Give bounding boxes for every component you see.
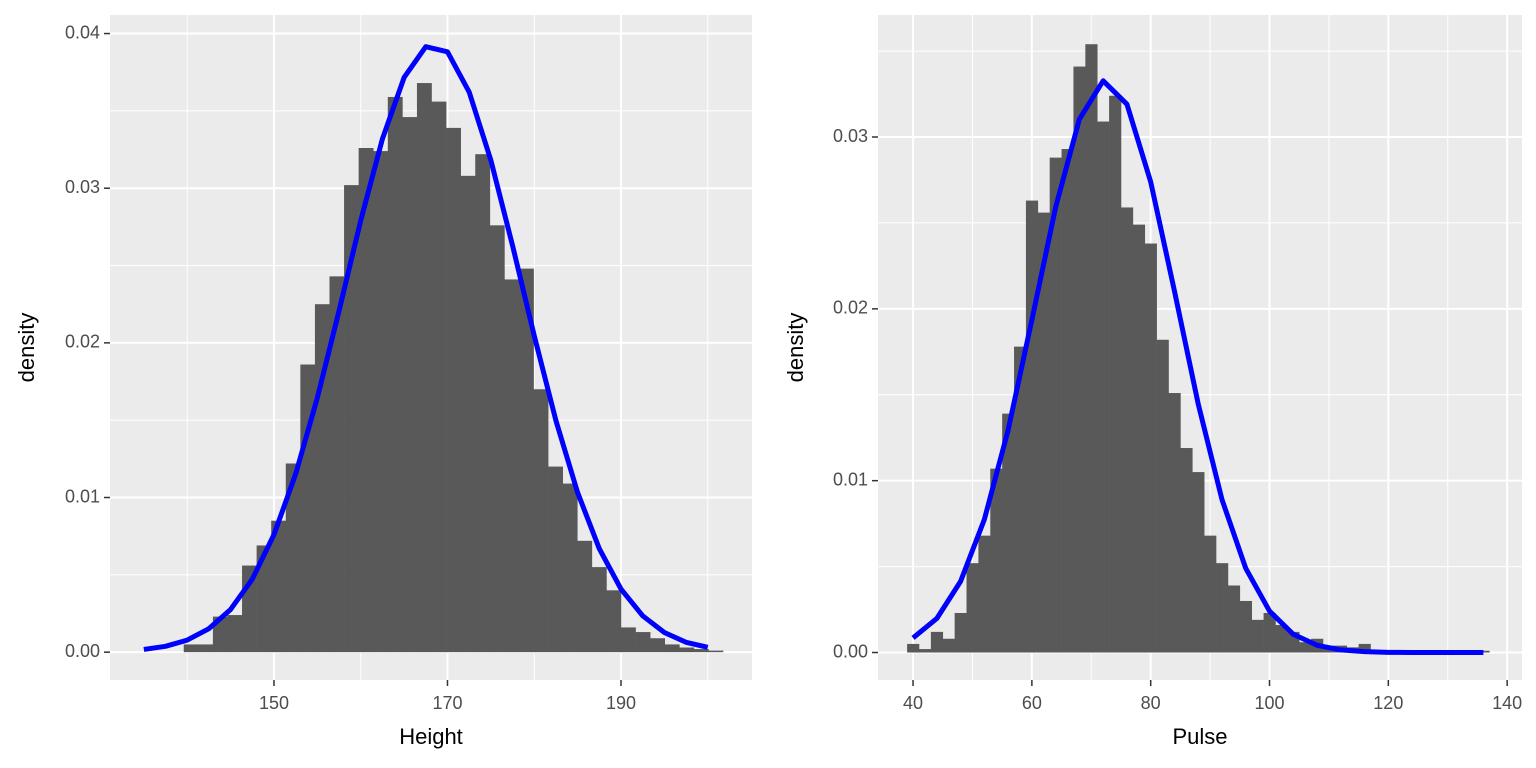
histogram-bar [344, 185, 359, 653]
histogram-bar [518, 268, 534, 653]
histogram-bar [1251, 619, 1264, 653]
histogram-bar [548, 466, 563, 653]
histogram-bar [1204, 535, 1217, 653]
density-curve [143, 44, 709, 652]
histogram-bar [635, 632, 651, 653]
x-axis-title: Height [399, 724, 463, 749]
x-tick-label: 150 [259, 693, 289, 713]
histogram-bar [1061, 149, 1074, 653]
x-axis-title: Pulse [1172, 724, 1227, 749]
histogram-bar [1299, 642, 1312, 653]
x-tick-label: 80 [1141, 693, 1161, 713]
x-tick-label: 100 [1254, 693, 1284, 713]
histogram-bar [606, 590, 622, 653]
histogram-bar [402, 117, 418, 653]
histogram-bar [1002, 413, 1015, 653]
histogram-bar [1180, 448, 1193, 653]
histogram-bar [907, 643, 920, 653]
histogram-bar [446, 127, 461, 653]
histogram-bar [591, 567, 607, 653]
x-tick-label: 190 [606, 693, 636, 713]
x-tick-label: 140 [1492, 693, 1522, 713]
histogram-bar [577, 540, 593, 653]
histogram-bar [1144, 243, 1157, 653]
histogram-bar [271, 520, 287, 653]
y-tick-label: 0.03 [833, 126, 868, 146]
density-curve [911, 78, 1484, 656]
histogram-bar [1097, 121, 1110, 653]
x-tick-label: 40 [903, 693, 923, 713]
histogram-bar [460, 175, 476, 653]
histogram-bar [679, 647, 695, 653]
histogram-bar [431, 101, 447, 653]
y-tick-label: 0.01 [65, 486, 100, 506]
y-axis-title: density [783, 313, 808, 383]
histogram-bar [966, 563, 979, 653]
histogram-bar [954, 612, 967, 653]
x-tick-label: 60 [1022, 693, 1042, 713]
histogram-bar [1156, 339, 1169, 653]
histogram-bar [504, 279, 520, 653]
histogram-bar [1085, 44, 1098, 653]
histogram-bar [285, 463, 301, 653]
histogram-bar [373, 151, 389, 653]
histogram-bar [387, 96, 403, 653]
y-tick-label: 0.04 [65, 22, 100, 42]
histogram-bar [1025, 200, 1039, 653]
y-tick-label: 0.02 [833, 298, 868, 318]
y-tick-label: 0.00 [833, 641, 868, 661]
histogram-bar [1073, 66, 1086, 653]
histogram-bar [978, 535, 991, 653]
histogram-bar [475, 154, 491, 653]
histogram-bar [620, 627, 636, 653]
histogram-bar [1358, 643, 1371, 653]
histogram-bar [1477, 650, 1490, 653]
histogram-bar [533, 389, 549, 653]
histogram-bar [256, 545, 272, 653]
histogram-bar [198, 644, 214, 653]
histogram-bar [1263, 612, 1276, 653]
histogram-bar [183, 644, 199, 653]
histogram-bar [1168, 393, 1181, 653]
y-tick-label: 0.00 [65, 641, 100, 661]
histogram-bar [664, 644, 680, 653]
y-axis-title: density [14, 313, 39, 383]
histogram-bar [1037, 212, 1050, 653]
histogram-bar [1216, 563, 1229, 653]
histogram-bar [693, 649, 709, 653]
histogram-bar [650, 638, 666, 653]
histogram-bar [930, 631, 944, 653]
histogram-bar [562, 483, 578, 653]
y-tick-label: 0.01 [833, 469, 868, 489]
histogram-bar [1192, 472, 1205, 653]
x-tick-label: 120 [1373, 693, 1403, 713]
histogram-bar [489, 225, 505, 653]
histogram-bar [1132, 224, 1146, 653]
histogram-bar [416, 83, 432, 653]
y-tick-label: 0.02 [65, 332, 100, 352]
histogram-bar [1049, 157, 1062, 653]
histogram-bar [918, 649, 932, 653]
histogram-bar [1120, 207, 1134, 653]
histogram-bar [1014, 346, 1027, 653]
histogram-bar [358, 148, 374, 653]
histogram-bar [1227, 585, 1241, 653]
histogram-bar [942, 638, 955, 653]
histogram-bar [1239, 600, 1252, 653]
histogram-bar [708, 650, 724, 653]
histogram-bar [1109, 95, 1122, 653]
histogram-bar [1275, 625, 1288, 653]
histogram-bar [329, 276, 345, 653]
histogram-bar [990, 468, 1003, 653]
x-tick-label: 170 [432, 693, 462, 713]
histogram-bar [227, 615, 243, 653]
y-tick-label: 0.03 [65, 177, 100, 197]
histogram-bar [212, 616, 228, 653]
